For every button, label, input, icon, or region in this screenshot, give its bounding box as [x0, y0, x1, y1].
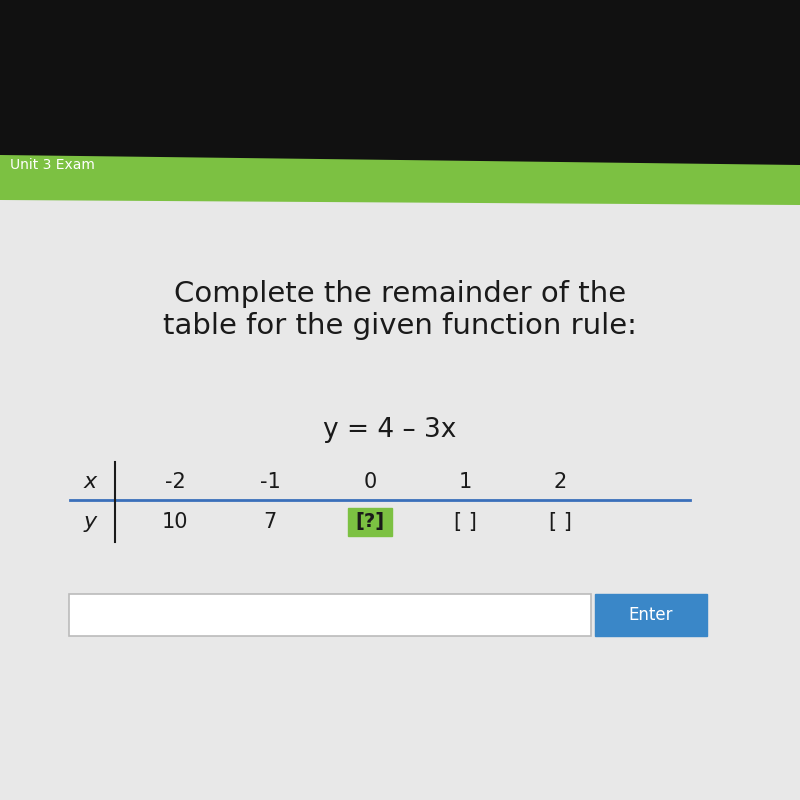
Polygon shape — [0, 155, 800, 205]
Text: 2: 2 — [554, 472, 566, 492]
Bar — [0, 0, 800, 175]
Text: Complete the remainder of the
table for the given function rule:: Complete the remainder of the table for … — [163, 280, 637, 340]
Text: Unit 3 Exam: Unit 3 Exam — [10, 158, 95, 172]
Text: y: y — [83, 512, 97, 532]
Bar — [0, 175, 800, 800]
Text: y = 4 – 3x: y = 4 – 3x — [323, 417, 457, 443]
Text: [?]: [?] — [355, 513, 385, 531]
Text: [ ]: [ ] — [454, 512, 477, 532]
Text: 7: 7 — [263, 512, 277, 532]
FancyBboxPatch shape — [69, 594, 591, 636]
Text: 1: 1 — [458, 472, 472, 492]
Text: 0: 0 — [363, 472, 377, 492]
Text: 10: 10 — [162, 512, 188, 532]
Text: -2: -2 — [165, 472, 186, 492]
Text: [ ]: [ ] — [549, 512, 571, 532]
Text: x: x — [83, 472, 97, 492]
Text: -1: -1 — [260, 472, 280, 492]
FancyBboxPatch shape — [348, 508, 392, 536]
Text: Enter: Enter — [629, 606, 674, 624]
FancyBboxPatch shape — [595, 594, 707, 636]
